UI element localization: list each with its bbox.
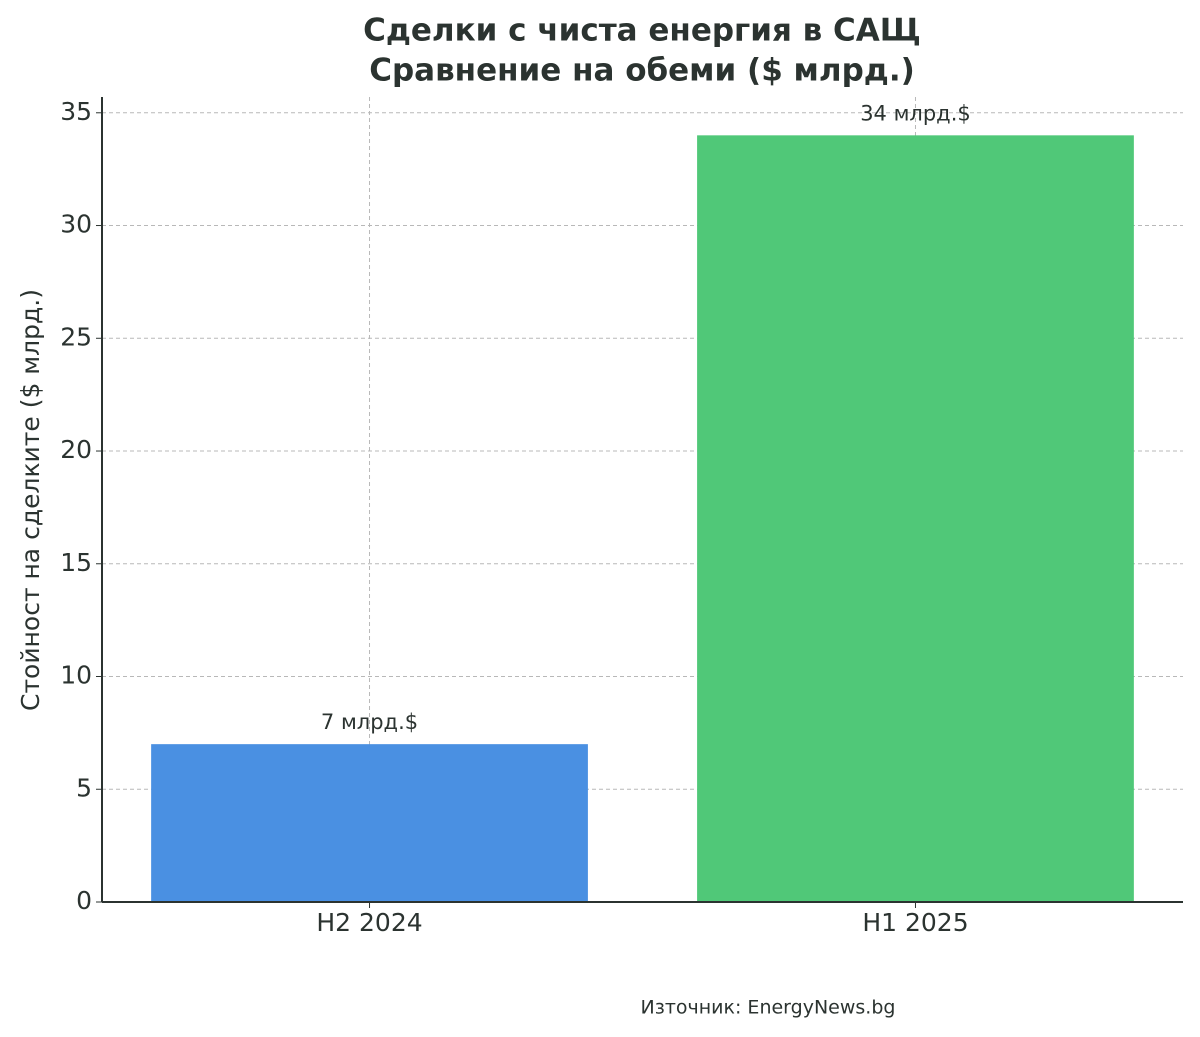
y-tick-label: 20 (60, 435, 92, 464)
y-axis-label: Стойност на сделките ($ млрд.) (16, 289, 45, 711)
value-label: 34 млрд.$ (860, 101, 971, 125)
chart-title: Сделки с чиста енергия в САЩ (363, 13, 921, 49)
y-tick-label: 10 (60, 661, 92, 690)
chart-subtitle: Сравнение на обеми ($ млрд.) (369, 53, 915, 89)
y-tick-label: 30 (60, 210, 92, 239)
bar (151, 744, 588, 902)
bar (697, 135, 1134, 903)
y-tick-label: 0 (76, 886, 92, 915)
y-tick-label: 35 (60, 97, 92, 126)
y-tick-label: 15 (60, 548, 92, 577)
x-tick-label: H2 2024 (316, 908, 422, 937)
x-tick-label: H1 2025 (862, 908, 968, 937)
y-tick-label: 25 (60, 322, 92, 351)
y-tick-label: 5 (76, 773, 92, 802)
value-label: 7 млрд.$ (321, 710, 418, 734)
source-note: Източник: EnergyNews.bg (641, 997, 896, 1019)
